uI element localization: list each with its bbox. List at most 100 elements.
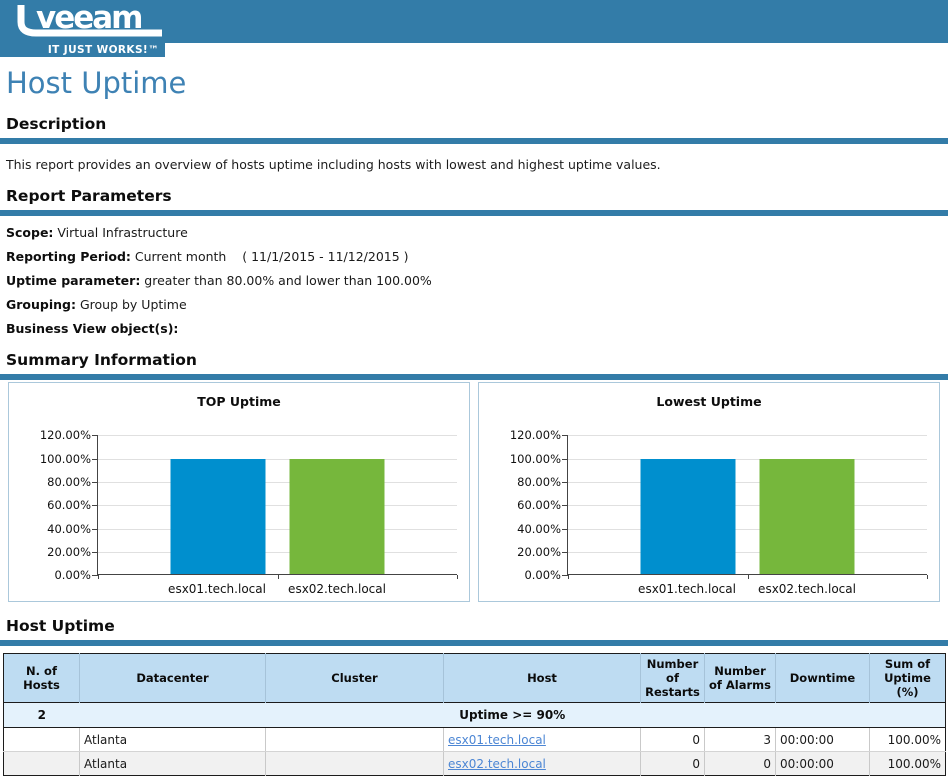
parameter-label: Uptime parameter: [6, 273, 141, 289]
report-parameter: Business View object(s): [6, 321, 948, 336]
column-header-datacenter: Datacenter [79, 653, 266, 703]
report-parameter: Reporting Period: Current month ( 11/1/2… [6, 249, 948, 264]
parameter-label: Scope: [6, 225, 54, 241]
group-label: Uptime >= 90% [79, 702, 946, 729]
host-link[interactable]: esx01.tech.local [448, 732, 546, 747]
group-host-count: 2 [3, 702, 80, 729]
x-axis-category-label: esx02.tech.local [758, 582, 856, 597]
column-header-number-of-restarts: Number of Restarts [640, 653, 705, 703]
chart-gridline [98, 505, 457, 507]
y-axis-tick-label: 100.00% [509, 451, 561, 466]
cell-cluster [265, 751, 444, 776]
y-axis-tick-label: 40.00% [47, 521, 91, 536]
section-heading-description: Description [6, 115, 107, 134]
x-axis-line [98, 574, 457, 576]
y-axis-tick-label: 80.00% [47, 475, 91, 489]
y-axis-tick [562, 575, 568, 577]
chart-gridline [98, 458, 457, 460]
logo-tagline: IT JUST WORKS!™ [0, 43, 165, 57]
cell-downtime: 00:00:00 [775, 751, 870, 776]
y-axis-tick [92, 575, 98, 577]
y-axis-tick [562, 482, 568, 483]
y-axis-tick [92, 435, 98, 437]
column-header-downtime: Downtime [775, 653, 870, 703]
section-rule [0, 138, 948, 145]
chart-title: Lowest Uptime [656, 394, 762, 410]
parameter-label: Grouping: [6, 297, 76, 313]
chart-plot-area: 0.00% 20.00% 40.00% 60.00% 80.00% 100.00% 120.… [510, 428, 928, 582]
y-axis-tick-label: 20.00% [47, 545, 91, 559]
bar-esx02.tech.local [759, 458, 855, 575]
y-axis-tick [562, 528, 568, 530]
parameter-value: Group by Uptime [76, 297, 187, 313]
chart-gridline [568, 552, 927, 553]
report-parameter: Uptime parameter: greater than 80.00% an… [6, 273, 948, 288]
y-axis-tick [92, 505, 98, 507]
y-axis-tick [92, 528, 98, 530]
cell-alarms: 0 [704, 751, 776, 776]
summary-charts-row: TOP Uptime 0.00% 20.00% 40.00% 60.00% 80.00% 1… [8, 382, 940, 603]
host-uptime-table: N. of Hosts Datacenter Cluster Host Number o… [3, 653, 946, 777]
y-axis-tick-label: 100.00% [39, 451, 91, 466]
column-header-sum-of-uptime: Sum of Uptime (%) [869, 653, 946, 703]
parameter-value: Current month ( 11/1/2015 - 11/12/2015 ) [130, 249, 409, 265]
y-axis-tick-label: 120.00% [39, 428, 91, 443]
chart-top-uptime: TOP Uptime 0.00% 20.00% 40.00% 60.00% 80.00% 1… [8, 382, 470, 603]
x-axis-category-label: esx02.tech.local [288, 582, 386, 597]
y-axis-tick [562, 458, 568, 460]
cell-restarts: 0 [640, 727, 705, 753]
cell-host: esx02.tech.local [443, 751, 641, 776]
y-axis-tick-label: 60.00% [47, 498, 91, 513]
chart-gridline [568, 482, 927, 483]
x-axis-line [568, 574, 927, 576]
section-heading-summary: Summary Information [6, 351, 197, 370]
parameter-value: Virtual Infrastructure [53, 225, 188, 241]
y-axis-tick-label: 80.00% [517, 475, 561, 489]
cell-n-of-hosts [3, 727, 80, 753]
x-axis-tick [747, 575, 749, 580]
cell-uptime: 100.00% [869, 727, 946, 753]
y-axis-tick-label: 40.00% [517, 521, 561, 536]
y-axis-tick [92, 458, 98, 460]
section-rule [0, 210, 948, 217]
x-axis-labels: esx01.tech.local esx02.tech.local [567, 582, 927, 598]
description-text: This report provides an overview of host… [6, 157, 661, 173]
chart-gridline [568, 505, 927, 507]
y-axis-tick-label: 20.00% [517, 545, 561, 559]
top-banner: veeam IT JUST WORKS!™ [0, 0, 948, 57]
cell-uptime: 100.00% [869, 751, 946, 776]
host-link[interactable]: esx02.tech.local [448, 756, 546, 771]
x-axis-category-label: esx01.tech.local [168, 582, 266, 597]
cell-alarms: 3 [704, 727, 776, 753]
cell-downtime: 00:00:00 [775, 727, 870, 753]
chart-gridline [98, 528, 457, 530]
y-axis-tick [562, 505, 568, 507]
y-axis-tick [562, 552, 568, 553]
veeam-logo: veeam [17, 2, 162, 37]
chart-gridline [98, 482, 457, 483]
table-header-row: N. of Hosts Datacenter Cluster Host Number o… [3, 653, 946, 703]
x-axis-category-label: esx01.tech.local [638, 582, 736, 597]
column-header-n-of-hosts: N. of Hosts [3, 653, 80, 703]
group-row: 2 Uptime >= 90% [3, 702, 946, 729]
y-axis-tick-label: 0.00% [524, 568, 561, 583]
table-row: Atlanta esx01.tech.local 0 3 00:00:00 100.00% [3, 727, 946, 753]
x-axis-tick [457, 575, 458, 580]
report-parameters-list: Scope: Virtual Infrastructure Reporting P… [6, 225, 948, 336]
logo-swoosh-icon [17, 5, 162, 37]
parameter-label: Reporting Period: [6, 249, 131, 265]
report-parameter: Grouping: Group by Uptime [6, 297, 948, 312]
bar-esx01.tech.local [170, 458, 266, 575]
chart-gridline [568, 458, 927, 460]
section-heading-host-uptime: Host Uptime [6, 617, 115, 636]
cell-cluster [265, 727, 444, 753]
table-row: Atlanta esx02.tech.local 0 0 00:00:00 100.00% [3, 751, 946, 776]
cell-datacenter: Atlanta [79, 727, 266, 753]
y-axis-tick-label: 120.00% [509, 428, 561, 443]
x-axis-tick [277, 575, 279, 580]
page-title: Host Uptime [6, 66, 187, 100]
chart-gridline [568, 528, 927, 530]
bar-esx02.tech.local [289, 458, 385, 575]
parameter-label: Business View object(s): [6, 321, 179, 337]
cell-host: esx01.tech.local [443, 727, 641, 753]
